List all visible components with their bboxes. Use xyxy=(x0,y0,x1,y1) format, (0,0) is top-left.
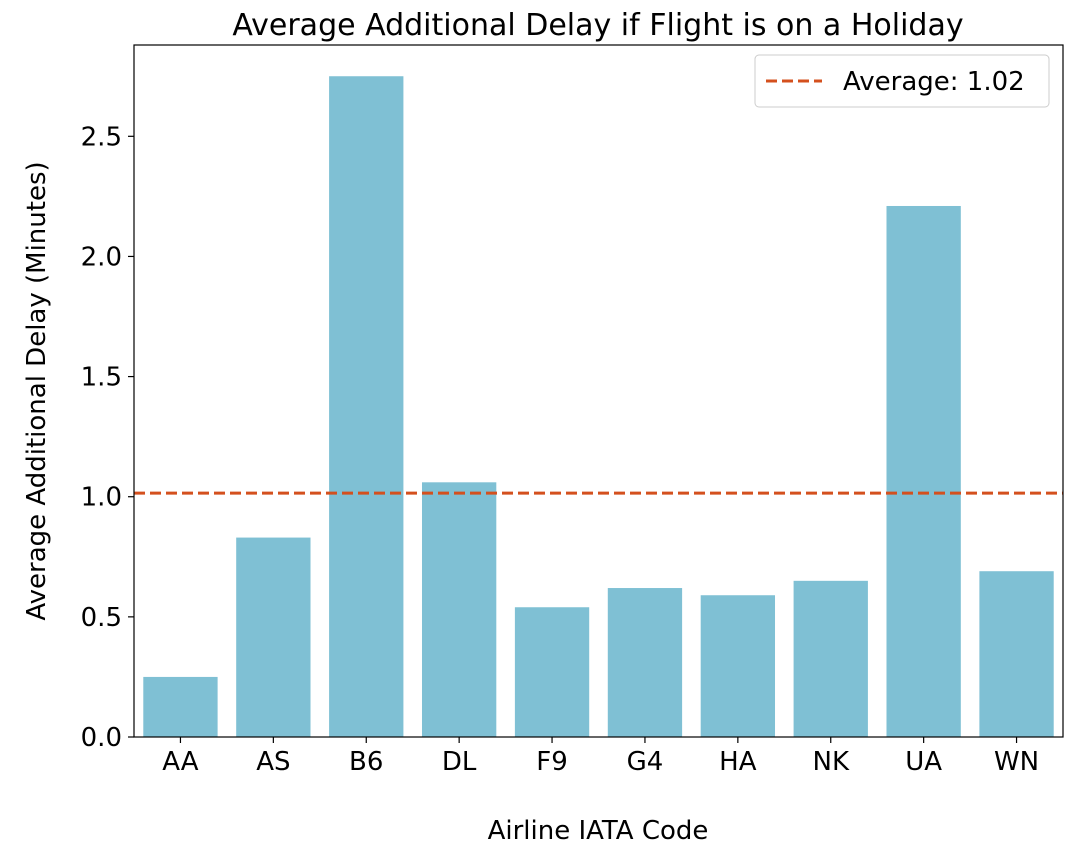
x-axis-label: Airline IATA Code xyxy=(488,816,709,846)
y-tick-label: 2.5 xyxy=(81,122,122,152)
bar-dl xyxy=(421,482,497,737)
y-tick-label: 1.5 xyxy=(81,363,122,393)
bar-ha xyxy=(700,595,776,737)
bar-b6 xyxy=(329,76,404,738)
y-tick-label: 1.0 xyxy=(81,483,122,513)
bar-nk xyxy=(793,580,868,737)
x-axis-ticks: AA AS B6 DL F9 G4 HA NK UA WN xyxy=(162,737,1039,777)
legend-label-average: Average: 1.02 xyxy=(843,67,1025,97)
x-tick-label-dl: DL xyxy=(442,747,477,777)
chart-title: Average Additional Delay if Flight is on… xyxy=(232,8,963,43)
bar-ua xyxy=(886,205,961,738)
x-tick-label-f9: F9 xyxy=(536,747,568,777)
y-tick-label: 0.5 xyxy=(81,603,122,633)
x-tick-label-b6: B6 xyxy=(349,747,383,777)
legend-box xyxy=(754,54,1050,108)
x-tick-label-ha: HA xyxy=(719,747,757,777)
x-tick-label-g4: G4 xyxy=(627,747,664,777)
legend: Average: 1.02 xyxy=(754,54,1050,108)
x-tick-label-nk: NK xyxy=(813,747,850,777)
x-tick-label-ua: UA xyxy=(905,747,942,777)
bar-as xyxy=(236,537,311,737)
y-axis-ticks: 0.0 0.5 1.0 1.5 2.0 2.5 xyxy=(81,122,134,753)
x-tick-label-as: AS xyxy=(256,747,290,777)
x-tick-label-wn: WN xyxy=(994,747,1039,777)
bar-aa xyxy=(143,676,218,737)
y-axis-label: Average Additional Delay (Minutes) xyxy=(22,161,52,620)
y-tick-label: 2.0 xyxy=(81,242,122,272)
bar-f9 xyxy=(514,607,590,737)
y-tick-label: 0.0 xyxy=(81,723,122,753)
bar-wn xyxy=(979,571,1054,737)
bar-g4 xyxy=(607,588,683,737)
plot-frame xyxy=(133,44,1064,738)
x-tick-label-aa: AA xyxy=(162,747,199,777)
bars xyxy=(143,76,1054,738)
